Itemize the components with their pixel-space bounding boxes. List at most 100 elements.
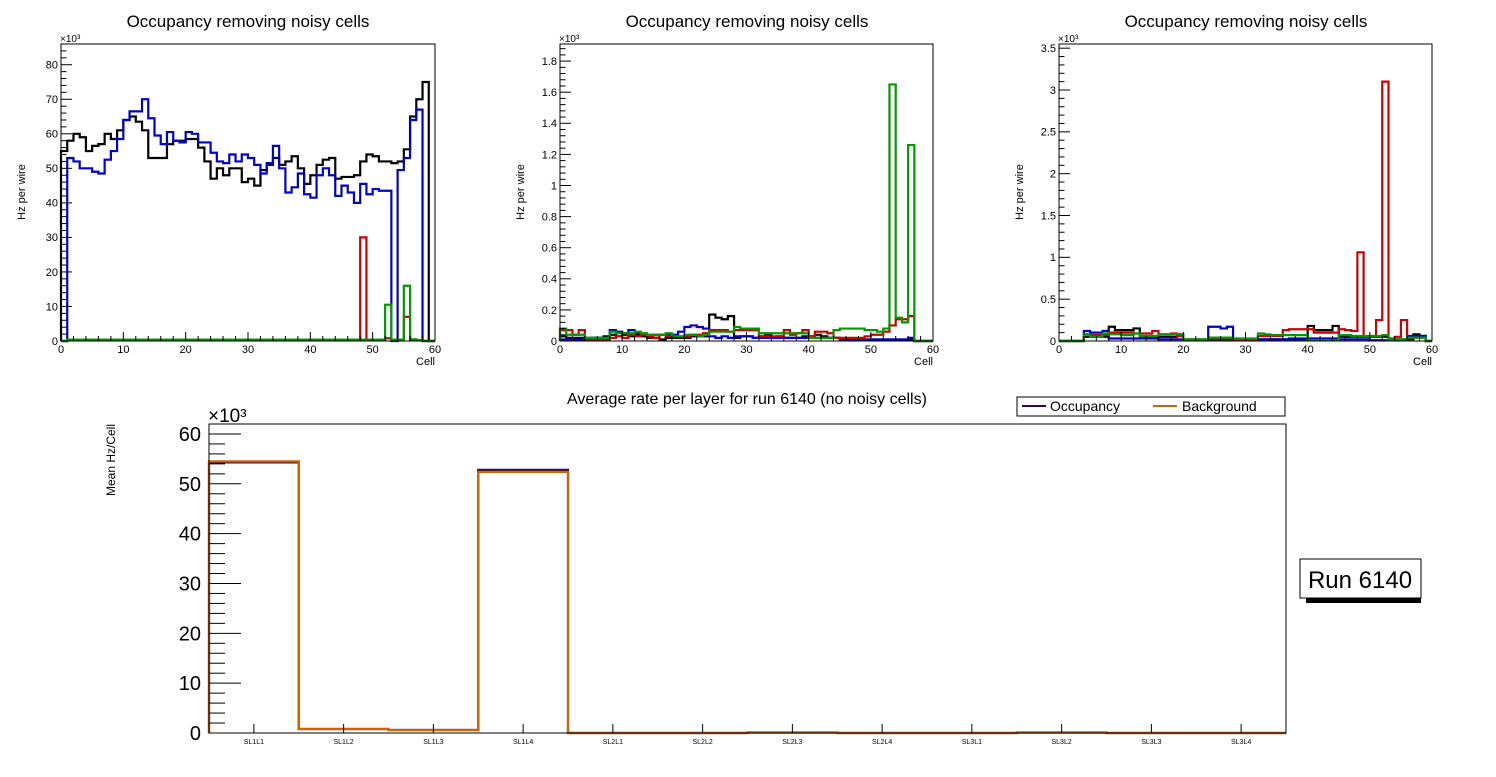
x-tick-label: 60 — [1426, 344, 1438, 356]
y-tick-label: 60 — [179, 424, 201, 446]
y-tick-label: 0 — [190, 723, 201, 745]
panel2-xlabel: Cell — [914, 356, 933, 368]
x-tick-label: SL3L1 — [962, 739, 982, 746]
y-tick-label: 40 — [179, 524, 201, 546]
run-label-frame — [1299, 558, 1422, 599]
series-blue — [61, 98, 435, 343]
y-tick-label: 70 — [46, 94, 58, 106]
x-tick-label: SL2L1 — [603, 739, 623, 746]
run-label-shadow — [1306, 598, 1421, 603]
panel2-title: Occupancy removing noisy cells — [626, 12, 869, 31]
series-red — [1059, 80, 1432, 343]
series-green — [61, 284, 435, 343]
y-tick-label: 30 — [179, 573, 201, 595]
plot-frame — [208, 423, 1287, 734]
panel3-xlabel: Cell — [1413, 356, 1432, 368]
panel2-ylabel: Hz per wire — [515, 164, 527, 220]
x-tick-label: SL3L4 — [1231, 739, 1251, 746]
panel4-title: Average rate per layer for run 6140 (no … — [567, 391, 927, 408]
panel2: 0 0.2 0.4 0.6 0.8 1 1.2 1.4 1.6 1.8 0 10 20 30 40 50 60 — [542, 43, 939, 356]
y-tick-label: 1 — [1050, 252, 1056, 264]
panel1-ylabel: Hz per wire — [16, 164, 28, 220]
y-tick-label: 20 — [179, 623, 201, 645]
x-tick-label: 10 — [117, 344, 129, 356]
panel1-title: Occupancy removing noisy cells — [127, 12, 370, 31]
panel4: 0 10 20 30 40 50 60 SL1L1 SL1L2 SL1L3 SL1L4 SL2L1 SL… — [179, 423, 1287, 746]
x-tick-label: 10 — [616, 344, 628, 356]
x-tick-label: 40 — [803, 344, 815, 356]
x-tick-label: 60 — [429, 344, 441, 356]
y-tick-label: 0 — [52, 336, 58, 348]
y-tick-label: 2.5 — [1041, 127, 1056, 139]
panel3-exponent: ×10³ — [1058, 34, 1079, 45]
panel3-title: Occupancy removing noisy cells — [1125, 12, 1368, 31]
x-tick-label: 40 — [1302, 344, 1314, 356]
x-tick-label: 50 — [367, 344, 379, 356]
x-tick-label: SL1L2 — [334, 739, 354, 746]
y-tick-label: 1.8 — [542, 56, 557, 68]
plot-frame — [559, 43, 934, 342]
panel3-ylabel: Hz per wire — [1014, 164, 1026, 220]
y-tick-label: 50 — [179, 474, 201, 496]
y-tick-label: 10 — [179, 673, 201, 695]
panel1: 0 10 20 30 40 50 60 70 80 0 10 20 30 40 50 60 — [46, 43, 441, 356]
x-tick-label: SL3L3 — [1141, 739, 1161, 746]
panel4-ylabel: Mean Hz/Cell — [104, 424, 118, 496]
legend-occupancy-label: Occupancy — [1050, 398, 1120, 414]
x-tick-label: 60 — [927, 344, 939, 356]
x-tick-label: SL2L2 — [693, 739, 713, 746]
y-tick-label: 1.4 — [542, 118, 557, 130]
panel1-exponent: ×10³ — [60, 34, 81, 45]
x-tick-label: 50 — [865, 344, 877, 356]
y-tick-label: 40 — [46, 198, 58, 210]
x-tick-label: SL1L3 — [423, 739, 443, 746]
x-tick-label: SL1L1 — [244, 739, 264, 746]
legend: Occupancy Background — [1016, 396, 1286, 417]
y-tick-label: 3.5 — [1041, 43, 1056, 55]
x-tick-label: SL1L4 — [513, 739, 533, 746]
plot-frame — [1058, 43, 1433, 342]
y-tick-label: 60 — [46, 129, 58, 141]
x-tick-label: 20 — [180, 344, 192, 356]
series-occupancy — [207, 461, 1286, 735]
panel1-xlabel: Cell — [416, 356, 435, 368]
y-tick-label: 50 — [46, 163, 58, 175]
y-tick-label: 0.2 — [542, 305, 557, 317]
y-tick-label: 1 — [551, 180, 557, 192]
series-green — [1059, 332, 1432, 343]
y-tick-label: 0.5 — [1041, 294, 1056, 306]
plot-frame — [60, 43, 436, 342]
y-tick-label: 3 — [1050, 85, 1056, 97]
y-tick-label: 0 — [551, 336, 557, 348]
y-tick-label: 2 — [1050, 169, 1056, 181]
y-tick-label: 80 — [46, 60, 58, 72]
y-tick-label: 1.2 — [542, 149, 557, 161]
x-tick-label: SL3L2 — [1052, 739, 1072, 746]
x-tick-label: 40 — [304, 344, 316, 356]
y-tick-label: 10 — [46, 301, 58, 313]
x-tick-label: 20 — [678, 344, 690, 356]
y-tick-label: 0.8 — [542, 211, 557, 223]
series-red — [61, 236, 435, 343]
series-black — [59, 80, 435, 343]
x-tick-label: 0 — [557, 344, 563, 356]
legend-background-label: Background — [1182, 398, 1257, 414]
y-tick-label: 0.6 — [542, 243, 557, 255]
x-tick-label: 30 — [740, 344, 752, 356]
x-tick-label: 0 — [58, 344, 64, 356]
x-tick-label: 0 — [1056, 344, 1062, 356]
y-tick-label: 0.4 — [542, 274, 557, 286]
y-tick-label: 1.6 — [542, 87, 557, 99]
x-tick-label: 10 — [1115, 344, 1127, 356]
legend-box — [1016, 396, 1286, 417]
x-tick-label: 30 — [242, 344, 254, 356]
y-tick-label: 20 — [46, 267, 58, 279]
x-tick-label: SL2L3 — [782, 739, 802, 746]
x-tick-label: SL2L4 — [872, 739, 892, 746]
series-green — [558, 83, 933, 343]
panel4-exponent: ×10³ — [208, 406, 247, 427]
series-background — [207, 460, 1286, 735]
x-tick-label: 50 — [1364, 344, 1376, 356]
